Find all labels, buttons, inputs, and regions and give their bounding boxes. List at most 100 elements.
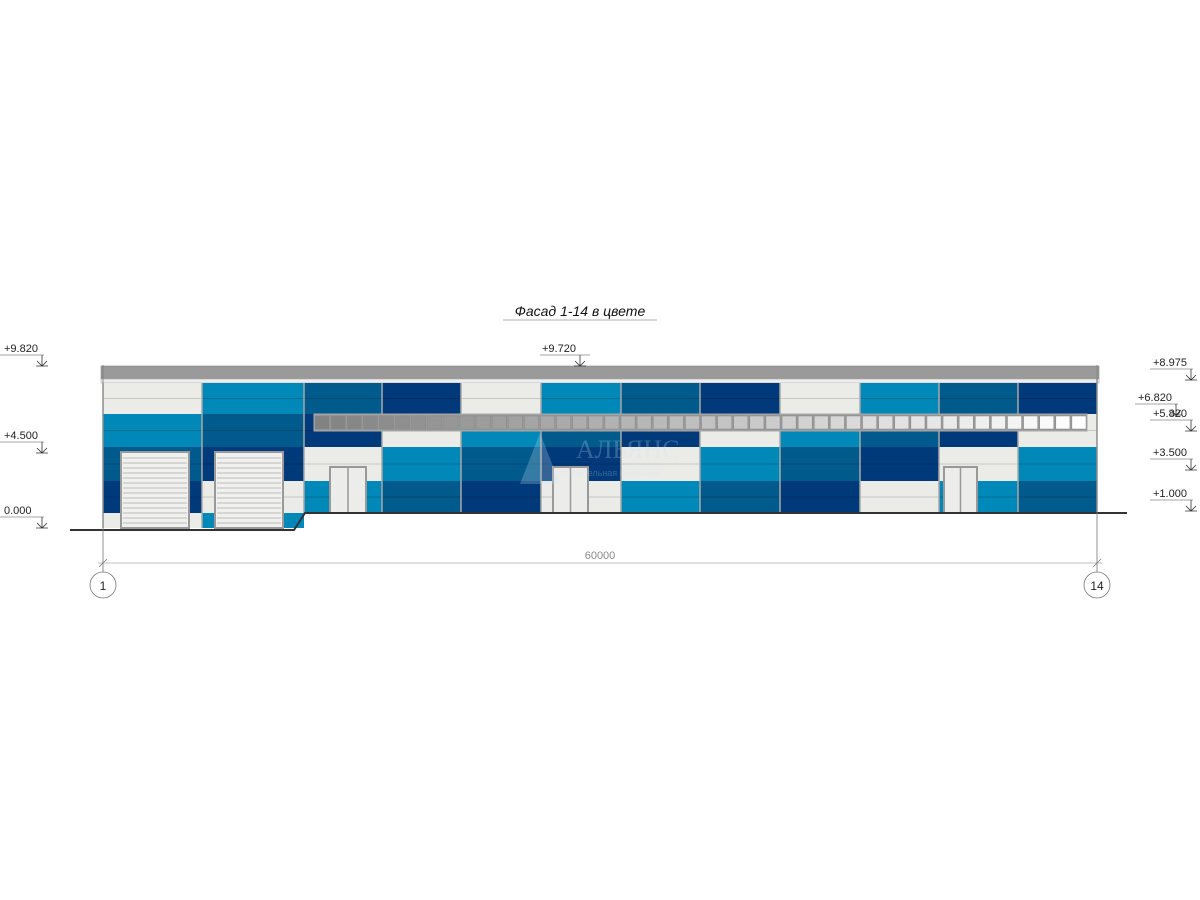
elevation-right-text: +5.820	[1153, 408, 1187, 420]
window-pane	[475, 415, 491, 430]
window-pane	[379, 415, 394, 430]
window-pane	[314, 415, 330, 430]
window-pane	[524, 415, 539, 430]
wall-panel	[700, 383, 780, 414]
elevation-roof: +9.720	[540, 343, 590, 367]
window-pane	[652, 415, 668, 430]
elevation-roof-text: +9.720	[542, 343, 576, 355]
wall-panel	[939, 383, 1018, 414]
wall-panel	[860, 447, 939, 481]
window-pane	[556, 415, 571, 430]
axis-label-14: 14	[1090, 579, 1104, 593]
window-pane	[330, 415, 346, 430]
elevation-right-marker	[1185, 420, 1197, 432]
axis-marker-14	[1083, 571, 1111, 599]
window-pane	[363, 415, 378, 430]
window-pane	[1071, 415, 1087, 430]
watermark-name: АЛЬЯНС	[576, 435, 679, 464]
watermark-logo-icon	[520, 433, 560, 484]
window-pane	[1055, 415, 1071, 430]
window-pane	[797, 415, 813, 430]
window-pane	[749, 415, 765, 430]
building	[100, 365, 1100, 529]
window-pane	[411, 415, 426, 430]
wall-panel	[382, 481, 461, 513]
window-pane	[765, 415, 781, 430]
elevation-right-text: +6.820	[1138, 392, 1172, 404]
ground-line	[70, 512, 1127, 531]
window-pane	[443, 415, 459, 430]
axis-label-1: 1	[100, 579, 107, 593]
elevation-left-text: 0.000	[4, 505, 32, 517]
window-pane	[669, 415, 684, 430]
window-pane	[636, 415, 652, 430]
window-pane	[942, 415, 958, 430]
elevation-right-marker	[1170, 404, 1182, 416]
wall-panel	[780, 447, 860, 481]
elevations-right: +8.975 +6.820 +5.820 +3.500 +1.000	[1135, 357, 1197, 512]
elevation-left-marker	[36, 442, 48, 454]
dimension-text: 60000	[585, 550, 616, 562]
wall-panel	[1018, 383, 1097, 414]
window-strip	[313, 413, 1088, 432]
elevation-right-marker	[1185, 369, 1197, 381]
elevation-right-marker	[1185, 459, 1197, 471]
wall-panel	[621, 481, 700, 513]
elevation-left-text: +9.820	[4, 343, 38, 355]
wall-panel	[1018, 481, 1097, 513]
axis-marker-1	[89, 571, 117, 599]
window-pane	[508, 415, 523, 430]
roof-parapet	[100, 365, 1100, 380]
wall-panel	[382, 383, 461, 414]
window-pane	[894, 415, 910, 430]
watermark-subtitle: строительная компания	[560, 468, 660, 478]
window-pane	[1007, 415, 1022, 430]
elevation-left-text: +4.500	[4, 430, 38, 442]
wall-panel	[202, 383, 304, 414]
window-pane	[717, 415, 732, 430]
window-pane	[846, 415, 861, 430]
elevation-left-marker	[36, 355, 48, 367]
elevation-right-text: +1.000	[1153, 488, 1187, 500]
wall-panel	[860, 383, 939, 414]
elevation-right-text: +3.500	[1153, 447, 1187, 459]
window-pane	[862, 415, 877, 430]
sectional-gate	[214, 451, 284, 529]
wall-panel	[461, 447, 541, 481]
wall-panel	[304, 383, 382, 414]
window-pane	[427, 415, 443, 430]
elevation-right-marker	[1185, 500, 1197, 512]
window-pane	[588, 415, 604, 430]
window-pane	[991, 415, 1006, 430]
wall-panel	[1018, 447, 1097, 481]
roof-flashing	[100, 378, 1100, 384]
window-pane	[491, 415, 507, 430]
window-pane	[701, 415, 716, 430]
window-pane	[620, 415, 636, 430]
window-pane	[395, 415, 410, 430]
window-pane	[459, 415, 475, 430]
window-pane	[830, 415, 845, 430]
window-pane	[1039, 415, 1055, 430]
wall-panel	[700, 481, 780, 513]
wall-panel	[541, 383, 621, 414]
window-pane	[781, 415, 797, 430]
window-pane	[733, 415, 749, 430]
window-pane	[878, 415, 893, 430]
window-pane	[540, 415, 555, 430]
window-pane	[572, 415, 588, 430]
window-pane	[604, 415, 620, 430]
watermark-logo: АЛЬЯНС строительная компания	[520, 433, 679, 484]
elevation-left-marker	[36, 517, 48, 529]
elevation-right-text: +8.975	[1153, 357, 1187, 369]
wall-panel	[780, 481, 860, 513]
elevations-left: +9.820 +4.500 0.000	[0, 343, 48, 529]
window-pane	[975, 415, 990, 430]
window-pane	[685, 415, 700, 430]
window-pane	[910, 415, 926, 430]
window-pane	[1023, 415, 1038, 430]
wall-panel	[700, 447, 780, 481]
window-pane	[958, 415, 974, 430]
wall-panel	[461, 481, 541, 513]
